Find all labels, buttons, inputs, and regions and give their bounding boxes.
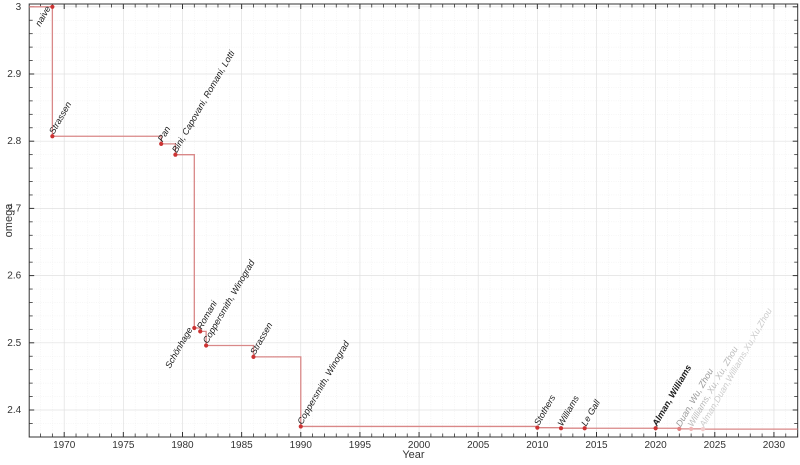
svg-text:1970: 1970 bbox=[53, 440, 76, 451]
svg-text:2005: 2005 bbox=[467, 440, 490, 451]
svg-text:1995: 1995 bbox=[349, 440, 372, 451]
svg-text:2025: 2025 bbox=[704, 440, 727, 451]
svg-text:1975: 1975 bbox=[112, 440, 135, 451]
svg-text:1990: 1990 bbox=[290, 440, 313, 451]
svg-text:2.9: 2.9 bbox=[7, 69, 21, 80]
svg-text:2.6: 2.6 bbox=[7, 271, 21, 282]
svg-text:2020: 2020 bbox=[645, 440, 668, 451]
svg-text:2.4: 2.4 bbox=[7, 405, 21, 416]
svg-text:Year: Year bbox=[402, 449, 425, 460]
svg-text:2010: 2010 bbox=[526, 440, 549, 451]
svg-text:3: 3 bbox=[16, 2, 22, 13]
svg-text:2.5: 2.5 bbox=[7, 338, 21, 349]
svg-text:2015: 2015 bbox=[585, 440, 608, 451]
svg-text:omega: omega bbox=[3, 203, 15, 238]
svg-text:1985: 1985 bbox=[231, 440, 254, 451]
svg-text:2.8: 2.8 bbox=[7, 136, 21, 147]
svg-text:2030: 2030 bbox=[763, 440, 786, 451]
svg-text:1980: 1980 bbox=[171, 440, 194, 451]
